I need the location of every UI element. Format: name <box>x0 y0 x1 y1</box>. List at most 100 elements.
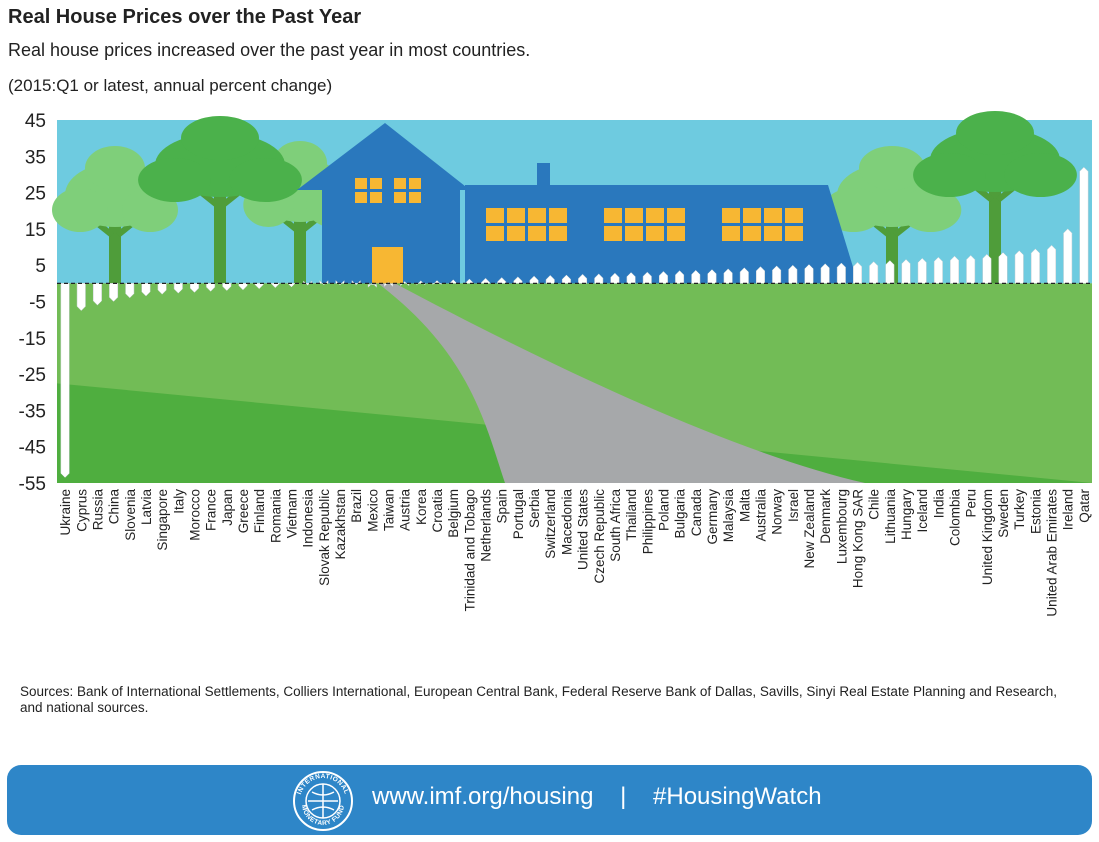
bar-philippines <box>642 271 652 284</box>
x-tick-label: Sweden <box>996 489 1011 538</box>
chart-subtitle: Real house prices increased over the pas… <box>8 40 531 60</box>
bar-czech-republic <box>594 273 604 284</box>
bar-canada <box>691 269 701 284</box>
x-tick-label: Iceland <box>915 489 930 533</box>
x-tick-label: Netherlands <box>479 489 494 562</box>
x-tick-label: Germany <box>705 489 720 545</box>
window-pane <box>486 226 504 241</box>
x-tick-label: Italy <box>171 489 186 514</box>
canopy <box>913 153 986 197</box>
window-1 <box>355 178 382 203</box>
bar-australia <box>756 266 765 284</box>
trunk <box>214 185 226 284</box>
window-pane <box>785 226 803 241</box>
window-pane <box>722 226 740 241</box>
x-tick-label: Peru <box>964 489 979 518</box>
x-tick-label: Canada <box>689 489 704 537</box>
x-tick-label: South Africa <box>608 489 623 562</box>
x-tick-label: Taiwan <box>382 489 397 531</box>
y-tick-label: -55 <box>19 474 46 495</box>
footer-url-link[interactable]: www.imf.org/housing <box>372 783 594 810</box>
x-tick-label: Mexico <box>365 489 380 532</box>
imf-seal-icon: INTERNATIONAL MONETARY FUND <box>293 771 353 831</box>
bar-netherlands <box>481 277 491 284</box>
x-tick-label: Czech Republic <box>592 489 607 584</box>
window-pane <box>667 208 685 223</box>
x-tick-label: Greece <box>236 489 251 533</box>
bar-russia <box>92 283 102 306</box>
x-tick-label: Malta <box>737 489 752 523</box>
window-2 <box>394 178 421 203</box>
chart-units: (2015:Q1 or latest, annual percent chang… <box>8 76 333 95</box>
x-tick-label: United Arab Emirates <box>1045 489 1060 617</box>
bar-new-zealand <box>804 264 814 284</box>
window-pane <box>625 226 643 241</box>
bar-lithuania <box>885 260 895 284</box>
bar-norway <box>772 265 782 284</box>
window-pane <box>743 208 761 223</box>
tree-far-left <box>52 146 178 284</box>
y-tick-label: 45 <box>25 111 46 132</box>
bar-denmark <box>820 263 830 284</box>
x-tick-label: Russia <box>90 489 105 531</box>
canopy <box>52 188 108 232</box>
x-tick-label: Ukraine <box>58 489 73 536</box>
x-tick-label: Malaysia <box>721 489 736 543</box>
x-tick-label: Qatar <box>1077 488 1092 522</box>
x-tick-label: Romania <box>268 489 283 544</box>
bar-luxembourg <box>836 262 846 284</box>
y-tick-label: -35 <box>19 401 46 422</box>
x-tick-label: Indonesia <box>301 489 316 548</box>
x-tick-label: India <box>931 489 946 519</box>
window-pane <box>764 208 782 223</box>
x-tick-label: Trinidad and Tobago <box>462 489 477 611</box>
house-price-chart: 45 35 25 15 5 -5 -15 -25 -35 -45 -55 Ukraine Cyprus… <box>19 111 1092 617</box>
x-tick-label: Brazil <box>349 489 364 523</box>
x-tick-label: Latvia <box>139 489 154 526</box>
window-pane <box>394 178 406 189</box>
bar-malta <box>739 267 749 284</box>
x-tick-label: Bulgaria <box>673 489 688 539</box>
footer-separator: | <box>620 783 627 810</box>
x-tick-label: France <box>204 489 219 531</box>
y-tick-label: -25 <box>19 365 46 386</box>
window-pane <box>394 192 406 203</box>
x-tick-label: Israel <box>786 489 801 522</box>
bar-series <box>57 166 1092 478</box>
x-tick-label: Ireland <box>1061 489 1076 530</box>
window-pane <box>355 192 367 203</box>
x-tick-label: Macedonia <box>559 489 574 556</box>
bar-estonia <box>1030 248 1040 284</box>
bar-united-arab-emirates <box>1047 244 1057 284</box>
y-tick-label: 5 <box>35 256 46 277</box>
window-pane <box>743 226 761 241</box>
bar-hong-kong-sar <box>853 261 862 284</box>
window-pane <box>528 208 546 223</box>
bar-israel <box>788 264 798 284</box>
canopy <box>859 146 925 190</box>
x-axis: Ukraine Cyprus Russia China Slovenia Latvia Si… <box>58 488 1092 616</box>
window-pane <box>507 226 525 241</box>
window-pane <box>646 226 664 241</box>
trunk <box>989 180 1001 284</box>
y-tick-label: 35 <box>25 147 46 168</box>
x-tick-label: Switzerland <box>543 489 558 559</box>
canopy <box>1004 153 1077 197</box>
bar-colombia <box>950 255 959 284</box>
window-pane <box>486 208 504 223</box>
window-pane <box>604 226 622 241</box>
canopy <box>138 158 211 202</box>
footer-hashtag-link[interactable]: #HousingWatch <box>653 783 822 810</box>
bar-japan <box>222 283 232 291</box>
bar-iceland <box>917 257 927 284</box>
x-tick-label: Morocco <box>187 489 202 541</box>
x-tick-label: Lithuania <box>883 489 898 544</box>
x-tick-label: Hong Kong SAR <box>851 489 866 588</box>
x-tick-label: Australia <box>753 489 768 542</box>
x-tick-label: United States <box>576 489 591 570</box>
house-main <box>297 123 470 284</box>
window-pane <box>370 178 382 189</box>
bar-hungary <box>901 259 911 284</box>
tree-right-large <box>913 111 1077 284</box>
y-tick-label: -45 <box>19 438 46 459</box>
